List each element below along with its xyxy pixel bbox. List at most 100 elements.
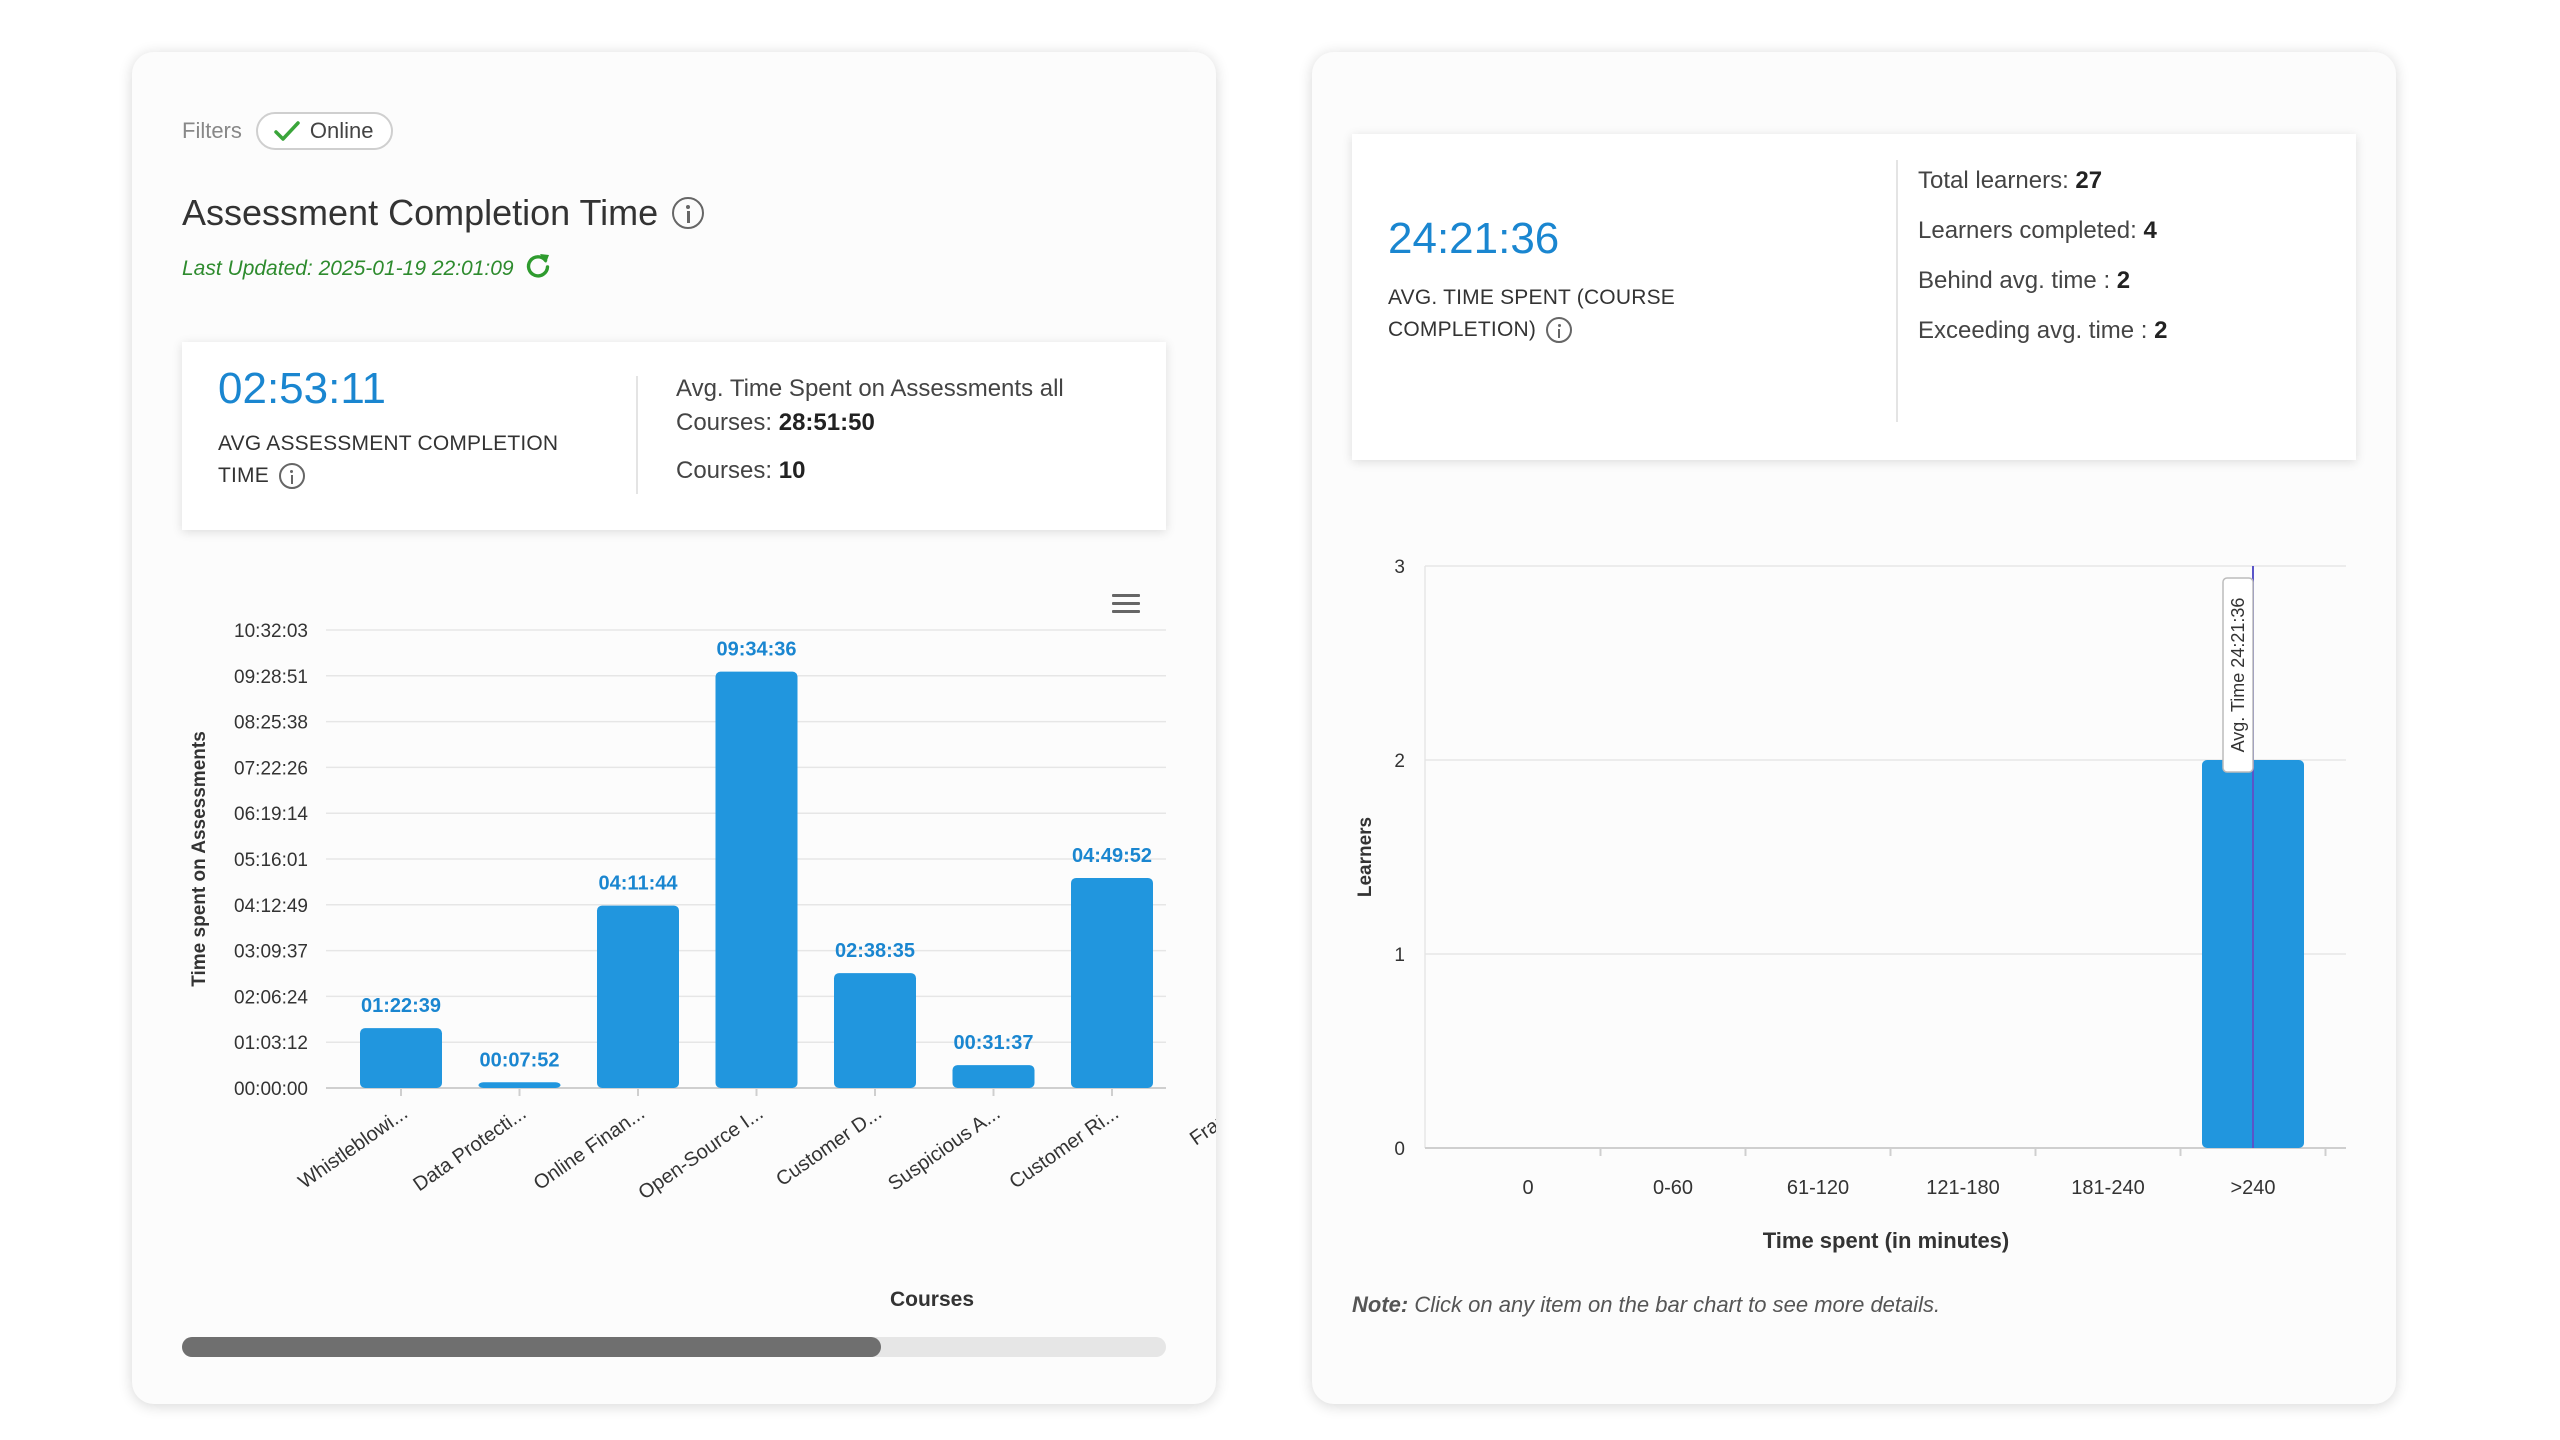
stat-divider-right xyxy=(1896,160,1898,422)
y-tick-label: 08:25:38 xyxy=(234,713,308,734)
bar-0 xyxy=(360,1028,442,1088)
filters-label: Filters xyxy=(182,118,242,143)
avg-assessment-info-icon[interactable] xyxy=(278,463,305,489)
learner-stat-total: Total learners: 27 xyxy=(1918,164,2167,198)
x-tick-label: 181-240 xyxy=(2071,1177,2144,1199)
x-tick-label: Suspicious A... xyxy=(884,1102,1004,1195)
all-courses-label-line1: Avg. Time Spent on Assessments all xyxy=(676,375,1064,402)
y-tick-label: 07:22:26 xyxy=(234,758,308,779)
avg-assessment-caption-line2: TIME xyxy=(218,464,269,487)
y-tick-label: 00:00:00 xyxy=(234,1079,308,1100)
refresh-icon xyxy=(526,254,549,278)
filters-bar: Filters Online xyxy=(182,112,394,150)
y-tick-label: 09:28:51 xyxy=(234,667,308,688)
assessment-time-chart: 00:00:00 01:03:12 02:06:24 03:09:37 04:12:49… xyxy=(189,621,1216,1311)
avg-assessment-caption-line1: AVG ASSESSMENT COMPLETION xyxy=(218,432,559,455)
bar-data-label: 02:38:35 xyxy=(835,940,915,962)
y-tick-label: 10:32:03 xyxy=(234,621,308,642)
x-tick-label: Customer Ri... xyxy=(1006,1102,1123,1193)
avg-assessment-caption: AVG ASSESSMENT COMPLETION TIME xyxy=(218,428,558,492)
page-title: Assessment Completion Time xyxy=(182,192,659,233)
x-tick-label: >240 xyxy=(2230,1177,2275,1199)
y-tick-label: 05:16:01 xyxy=(234,850,308,871)
learner-stat-total-value: 27 xyxy=(2075,167,2103,194)
avg-time-spent-caption-line2: COMPLETION) xyxy=(1388,318,1537,341)
bar-data-label: 09:34:36 xyxy=(716,639,796,661)
bar-2 xyxy=(597,905,679,1088)
bar-data-label: 01:22:39 xyxy=(361,995,441,1017)
avg-time-annotation-label: Avg. Time 24:21:36 xyxy=(2228,598,2248,753)
chart-scrollbar-thumb[interactable] xyxy=(182,1337,881,1357)
x-tick-label: 0-60 xyxy=(1653,1177,1693,1199)
y-tick-label: 2 xyxy=(1394,751,1405,772)
bar-4 xyxy=(834,973,916,1088)
note-text: Click on any item on the bar chart to se… xyxy=(1414,1292,1941,1317)
bar-3 xyxy=(715,671,798,1088)
all-courses-stat: Avg. Time Spent on Assessments all Cours… xyxy=(676,372,1146,488)
learner-stat-completed: Learners completed: 4 xyxy=(1918,214,2167,248)
courses-count-row: Courses: 10 xyxy=(676,454,1146,488)
x-tick-label: Open-Source I... xyxy=(635,1102,768,1204)
bar-data-label: 00:07:52 xyxy=(479,1049,559,1071)
refresh-button[interactable] xyxy=(524,252,552,286)
filter-chip-online[interactable]: Online xyxy=(255,112,394,150)
chart-menu-icon[interactable] xyxy=(1112,594,1140,614)
time-spent-histogram: 0 1 2 3 0 0-60 61-120 121-180 181-240 >240 Avg. Ti… xyxy=(1355,557,2346,1253)
courses-label: Courses: xyxy=(676,457,773,484)
bar-data-label: 04:49:52 xyxy=(1072,845,1152,867)
bar-5 xyxy=(952,1065,1035,1088)
x-tick-label: Online Finan... xyxy=(530,1102,649,1195)
x-tick-label: Data Protecti... xyxy=(409,1102,530,1196)
learner-stat-exceeding-value: 2 xyxy=(2154,317,2168,344)
y-tick-label: 06:19:14 xyxy=(234,804,308,825)
learner-stat-completed-value: 4 xyxy=(2143,217,2157,244)
bar-data-label: 04:11:44 xyxy=(599,873,679,895)
chart-note: Note: Click on any item on the bar chart… xyxy=(1352,1292,1940,1318)
learner-stat-behind: Behind avg. time : 2 xyxy=(1918,264,2167,298)
bar-data-label: 00:31:37 xyxy=(953,1032,1033,1054)
stat-divider xyxy=(636,376,638,494)
avg-assessment-value: 02:53:11 xyxy=(218,364,387,413)
title-info-icon[interactable] xyxy=(672,197,705,229)
y-axis-title: Learners xyxy=(1355,817,1376,897)
checkmark-icon xyxy=(274,121,300,141)
y-tick-label: 02:06:24 xyxy=(234,987,308,1008)
y-tick-label: 3 xyxy=(1394,557,1405,578)
x-axis-title: Time spent (in minutes) xyxy=(1763,1228,2010,1253)
learner-stat-exceeding: Exceeding avg. time : 2 xyxy=(1918,314,2167,348)
last-updated: Last Updated: 2025-01-19 22:01:09 xyxy=(182,252,552,286)
learner-stat-behind-label: Behind avg. time : xyxy=(1918,267,2111,294)
learner-stat-exceeding-label: Exceeding avg. time : xyxy=(1918,317,2148,344)
learner-stat-completed-label: Learners completed: xyxy=(1918,217,2137,244)
y-tick-label: 01:03:12 xyxy=(234,1033,308,1054)
learner-stat-total-label: Total learners: xyxy=(1918,167,2069,194)
learner-stats: Total learners: 27 Learners completed: 4… xyxy=(1918,164,2167,348)
courses-value: 10 xyxy=(778,457,806,484)
y-tick-label: 0 xyxy=(1394,1139,1405,1160)
y-axis-title: Time spent on Assessments xyxy=(189,731,210,987)
x-tick-label: Customer D... xyxy=(772,1102,886,1191)
x-tick-label: Whistleblowi... xyxy=(295,1102,412,1193)
avg-time-spent-caption-line1: AVG. TIME SPENT (COURSE xyxy=(1388,286,1675,309)
avg-time-spent-info-icon[interactable] xyxy=(1546,317,1573,343)
avg-time-spent-caption: AVG. TIME SPENT (COURSE COMPLETION) xyxy=(1388,282,1675,346)
learner-stat-behind-value: 2 xyxy=(2116,267,2131,294)
x-tick-label: 121-180 xyxy=(1926,1177,1999,1199)
all-courses-value: 28:51:50 xyxy=(778,409,875,436)
all-courses-row: Courses: 28:51:50 xyxy=(676,406,1146,440)
chart-scrollbar[interactable] xyxy=(182,1337,1166,1357)
avg-time-spent-stat-box: 24:21:36 AVG. TIME SPENT (COURSE COMPLET… xyxy=(1352,134,2356,460)
avg-assessment-caption-row2: TIME xyxy=(218,460,558,492)
x-tick-label: 61-120 xyxy=(1787,1177,1849,1199)
assessment-completion-card: Filters Online Assessment Completion Tim… xyxy=(132,52,1216,1404)
title-row: Assessment Completion Time xyxy=(182,192,705,234)
avg-time-spent-caption-row2: COMPLETION) xyxy=(1388,314,1675,346)
bar-6 xyxy=(1071,877,1153,1088)
avg-time-spent-value: 24:21:36 xyxy=(1388,214,1560,263)
bar-1 xyxy=(478,1082,561,1088)
note-label: Note: xyxy=(1352,1292,1409,1317)
y-tick-label: 1 xyxy=(1394,945,1405,966)
avg-assessment-stat-box: 02:53:11 AVG ASSESSMENT COMPLETION TIME … xyxy=(182,342,1166,530)
filter-chip-label: Online xyxy=(309,118,374,143)
y-tick-label: 03:09:37 xyxy=(234,942,308,963)
